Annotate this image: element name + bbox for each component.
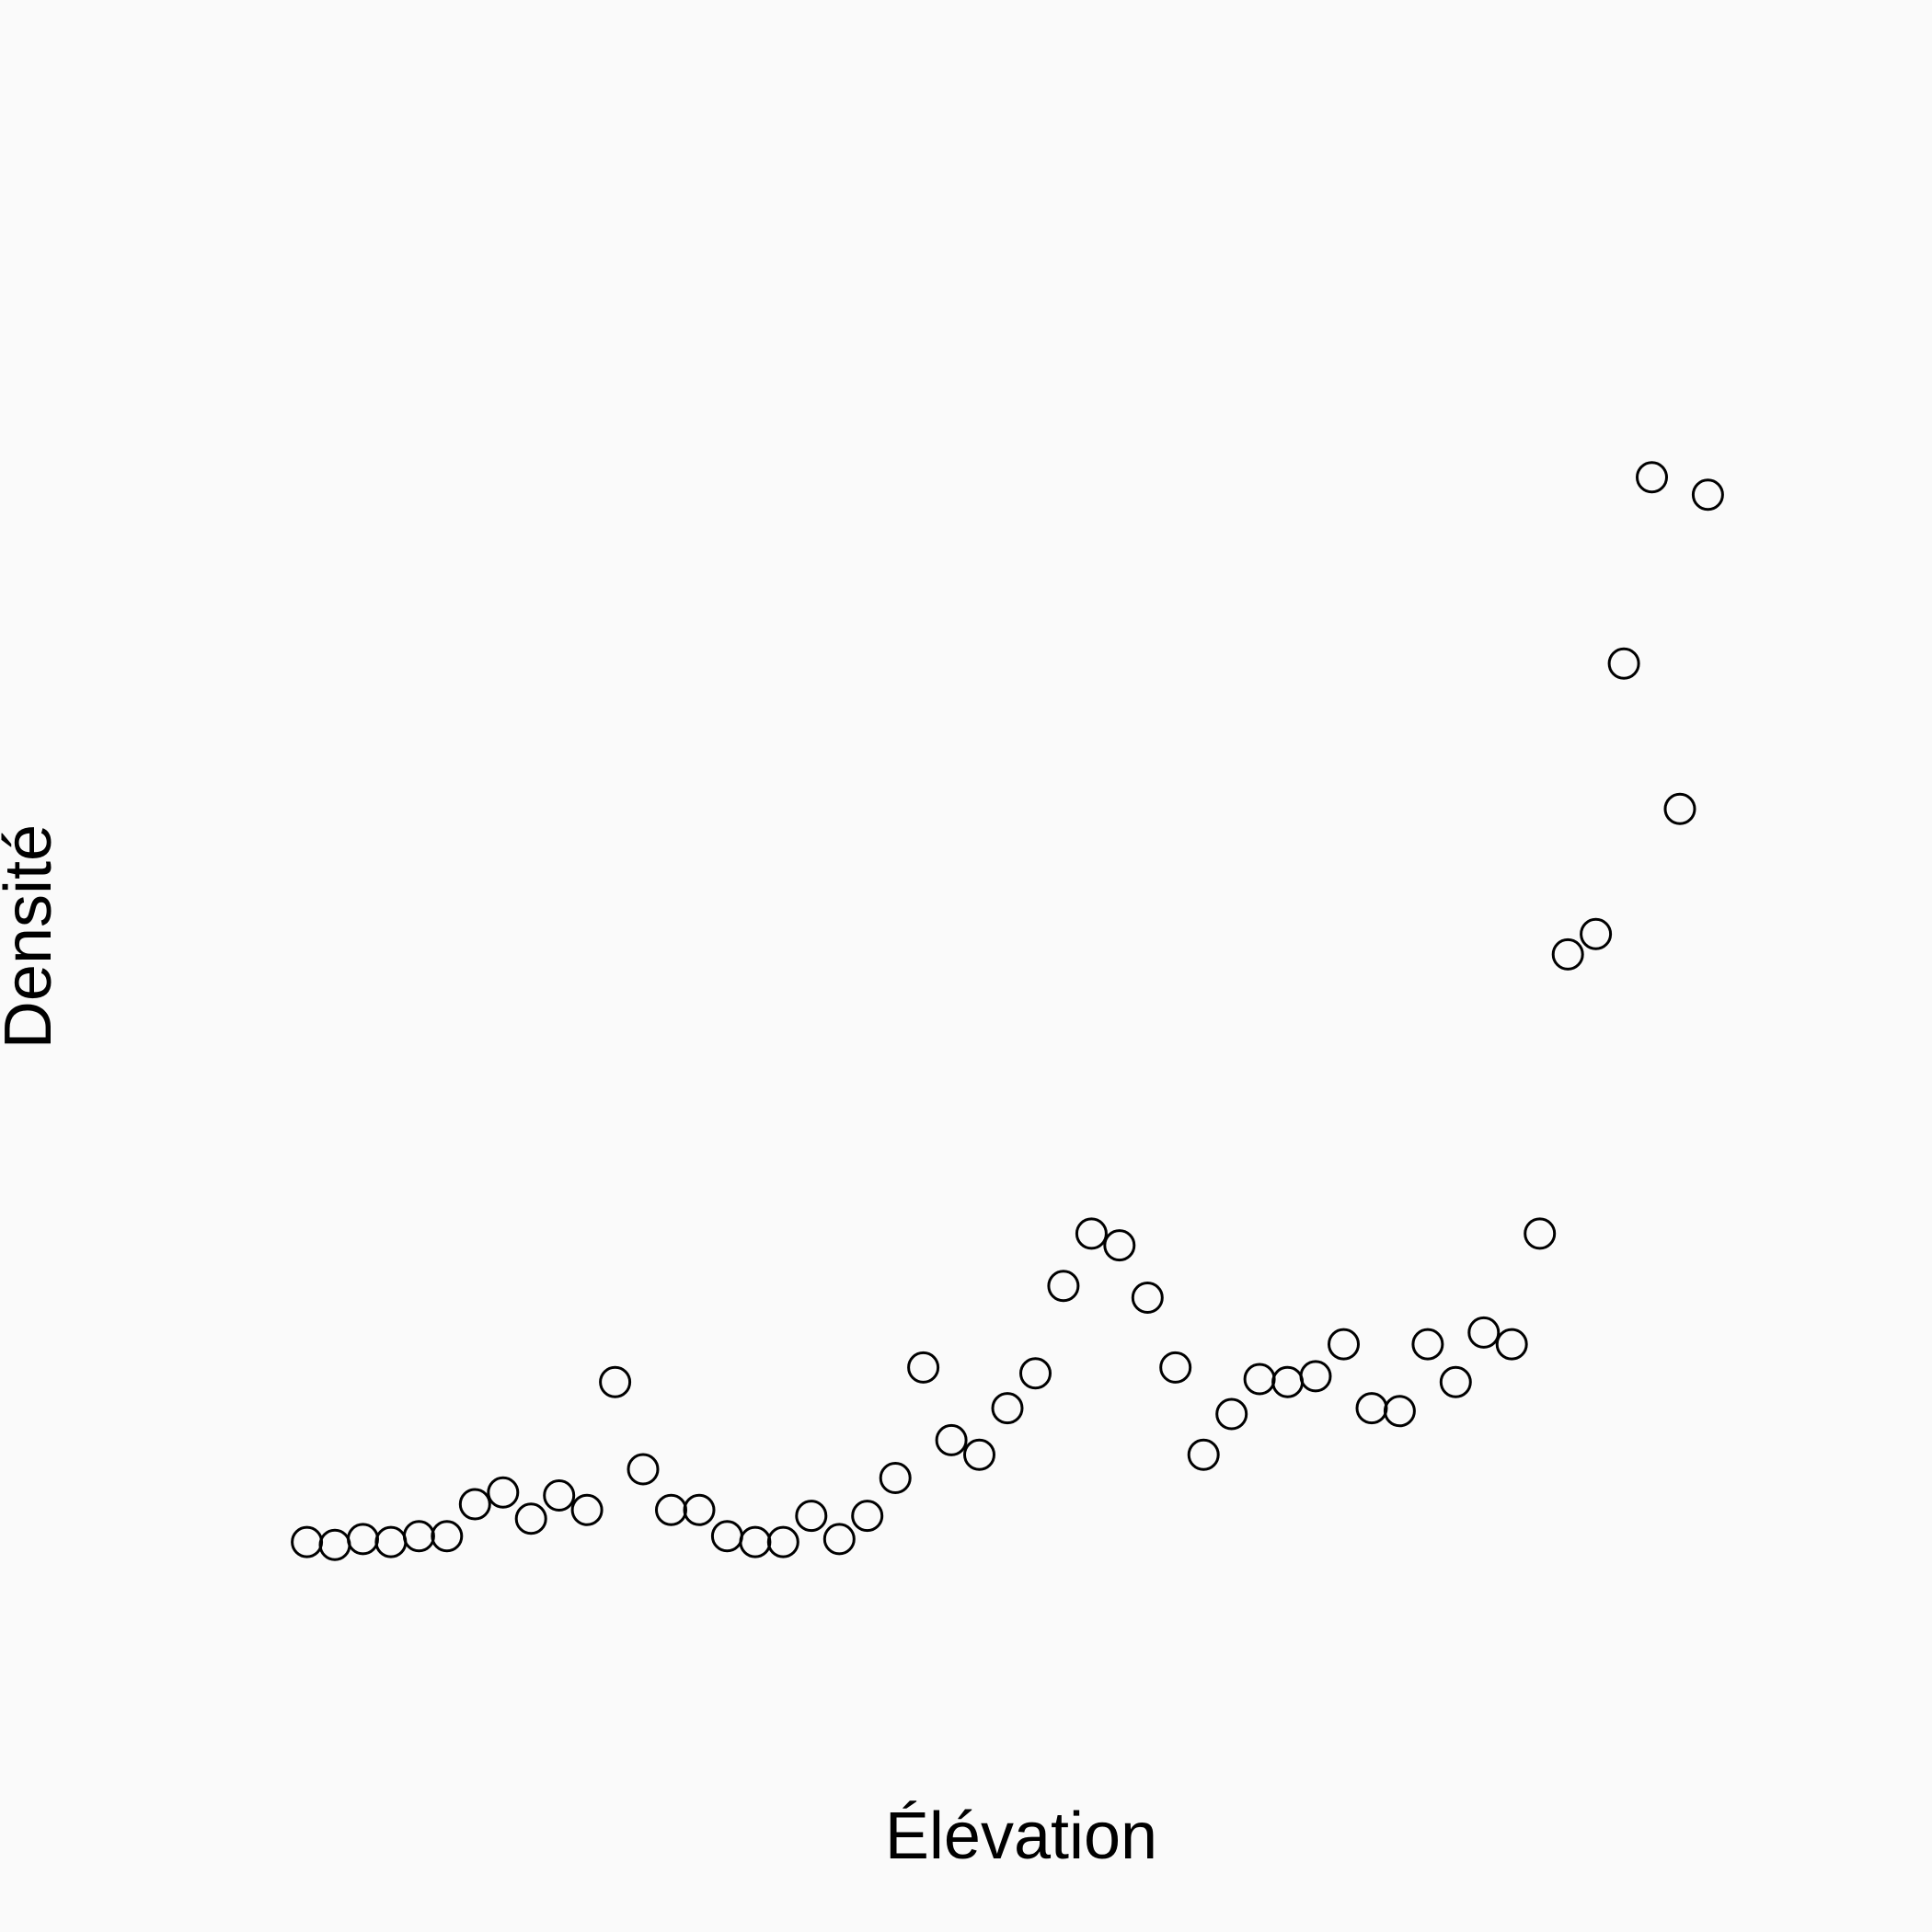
- data-point: [1299, 1360, 1332, 1393]
- data-point: [1215, 1397, 1248, 1431]
- data-point: [1159, 1351, 1192, 1384]
- data-point: [570, 1493, 604, 1526]
- data-point: [291, 1525, 324, 1558]
- data-point: [1328, 1328, 1360, 1361]
- data-point: [1607, 647, 1640, 680]
- data-point: [879, 1462, 912, 1494]
- data-point: [1355, 1392, 1388, 1425]
- y-axis-label: Densité: [0, 824, 65, 1049]
- data-point: [1467, 1316, 1501, 1349]
- data-point: [935, 1423, 968, 1456]
- data-point: [991, 1392, 1024, 1425]
- data-point: [1580, 917, 1613, 950]
- data-point: [739, 1525, 772, 1558]
- data-point: [402, 1520, 435, 1553]
- data-point: [1411, 1328, 1444, 1361]
- data-point: [1047, 1270, 1080, 1303]
- data-point: [766, 1525, 799, 1558]
- data-point: [1103, 1229, 1136, 1262]
- data-point: [822, 1523, 856, 1556]
- data-point: [1383, 1395, 1416, 1428]
- data-point: [851, 1500, 884, 1533]
- data-point: [458, 1488, 491, 1521]
- data-point: [374, 1525, 408, 1558]
- data-point: [1243, 1363, 1276, 1396]
- data-point: [1495, 1328, 1528, 1361]
- data-point: [1271, 1365, 1305, 1398]
- data-point: [907, 1351, 940, 1384]
- data-point: [963, 1438, 995, 1471]
- data-point: [655, 1493, 687, 1526]
- data-point: [1187, 1438, 1220, 1471]
- x-axis-label: Élévation: [885, 1800, 1157, 1873]
- data-point: [318, 1528, 351, 1561]
- data-point: [1131, 1282, 1164, 1314]
- data-point: [543, 1479, 576, 1512]
- data-point: [1691, 478, 1724, 512]
- data-point: [1524, 1217, 1557, 1250]
- data-point: [1636, 461, 1668, 494]
- data-point: [487, 1476, 520, 1509]
- data-point: [683, 1493, 716, 1526]
- data-point: [1551, 937, 1584, 971]
- data-point: [627, 1453, 660, 1486]
- data-point: [1075, 1217, 1108, 1250]
- data-point: [710, 1520, 743, 1553]
- data-point: [1439, 1365, 1472, 1398]
- data-points: [291, 461, 1724, 1561]
- data-point: [514, 1502, 547, 1535]
- data-point: [1019, 1357, 1052, 1390]
- data-point: [1663, 792, 1696, 825]
- data-point: [599, 1365, 632, 1398]
- data-point: [347, 1523, 379, 1556]
- data-point: [431, 1520, 464, 1553]
- data-point: [795, 1500, 828, 1533]
